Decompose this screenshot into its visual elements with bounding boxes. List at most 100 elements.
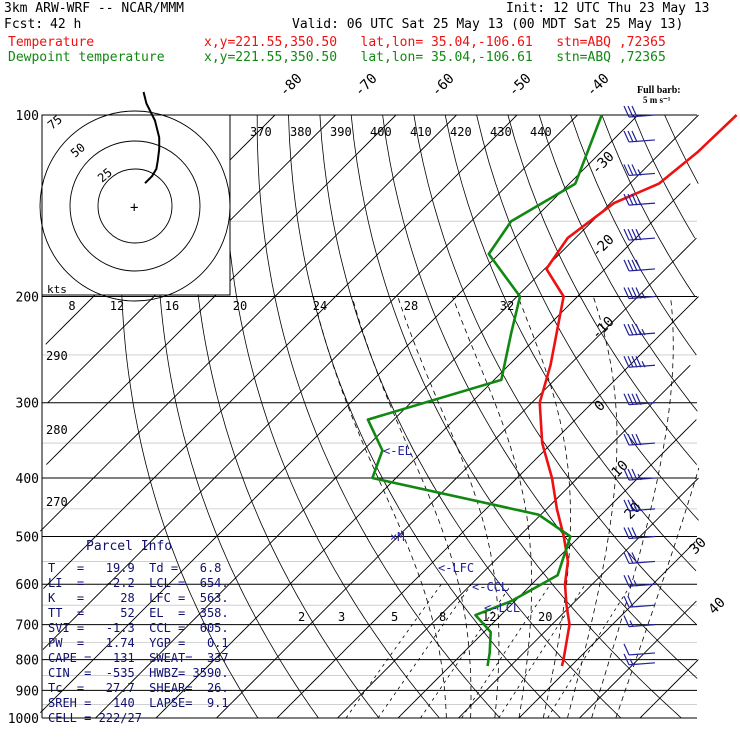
dry-adiabat-line	[664, 114, 699, 184]
isotherm-line	[39, 114, 639, 714]
isentrope-label: 380	[290, 125, 312, 139]
speed-tick-label: 24	[313, 299, 327, 313]
wind-barb	[623, 499, 656, 512]
wind-barb	[623, 393, 656, 406]
isotherm-label: -80	[277, 71, 306, 100]
wind-barb-full	[631, 228, 638, 241]
wind-barb-full	[623, 259, 630, 272]
dewpoint-point-info: x,y=221.55,350.50 lat,lon= 35.04,-106.61…	[204, 50, 666, 65]
parcel-row: CAPE = 131 SWEAT= 337	[48, 651, 229, 665]
wind-barb-full	[623, 323, 630, 336]
wind-barb-full	[635, 393, 642, 405]
hodograph-ring	[97, 168, 173, 244]
wind-barb-half	[637, 473, 642, 481]
isentrope-label: 420	[450, 125, 472, 139]
speed-tick-label: 20	[233, 299, 247, 313]
hodograph-ring	[39, 110, 231, 302]
moist-adiabat-line	[517, 296, 571, 719]
wind-barb-full	[631, 287, 638, 299]
isentrope-label: 440	[530, 125, 552, 139]
isentrope-label: 270	[46, 495, 68, 509]
init-time: Init: 12 UTC Thu 23 May 13	[506, 1, 710, 16]
mixing-ratio-label: 2	[298, 610, 305, 624]
wind-barb-full	[635, 228, 642, 241]
isotherm-line	[39, 114, 457, 532]
wind-barb-full	[627, 130, 634, 143]
isentrope-label: 430	[490, 125, 512, 139]
parcel-row: LI = -2.2 LCL = 654.	[48, 576, 229, 590]
parcel-row: CELL = 222/27	[48, 711, 142, 725]
mixing-ratio-line	[345, 583, 442, 719]
dry-adiabat-line	[191, 114, 380, 719]
hodograph-speed-axis-label: kts	[47, 283, 67, 296]
pressure-tick-label: 200	[16, 291, 39, 306]
sounding-annotation: <-LCL	[484, 601, 520, 615]
parcel-info-title: Parcel Info	[86, 539, 173, 554]
mixing-ratio-label: 8	[439, 610, 446, 624]
sounding-annotation: <-CCL	[472, 580, 508, 594]
isotherm-line	[397, 419, 697, 719]
wind-legend-unit: 5 m s⁻¹	[643, 95, 671, 105]
parcel-row: CIN = -535 HWBZ= 3590.	[48, 666, 229, 680]
wind-barb-full	[627, 105, 634, 118]
parcel-row: SREH = 140 LAPSE= 9.1	[48, 696, 229, 710]
temperature-profile	[538, 114, 738, 667]
hodograph-ring	[69, 140, 201, 272]
isotherm-line	[337, 364, 691, 719]
wind-barb-full	[627, 228, 634, 241]
isotherm-label: -70	[352, 71, 381, 100]
wind-barb-full	[631, 527, 638, 539]
wind-barb-full	[627, 355, 634, 368]
isotherm-line	[518, 541, 696, 719]
mixing-ratio-line	[547, 583, 632, 719]
dewpoint-legend: Dewpoint temperature	[8, 50, 165, 65]
wind-barb-full	[623, 468, 630, 481]
isotherm-line	[155, 183, 691, 719]
forecast-label: Fcst:	[4, 17, 44, 32]
wind-barb	[623, 574, 656, 587]
moist-adiabat-line	[591, 296, 674, 719]
isotherm-line	[47, 114, 336, 404]
parcel-row: TT = 52 EL = 358.	[48, 606, 229, 620]
mixing-ratio-line	[420, 583, 512, 719]
wind-barb-full	[623, 433, 630, 446]
pressure-tick-label: 800	[16, 654, 39, 669]
wind-barb-half	[641, 360, 646, 368]
mixing-ratio-label: 5	[391, 610, 398, 624]
isentrope-label: 410	[410, 125, 432, 139]
isotherm-line	[42, 114, 578, 650]
dry-adiabat-line	[350, 114, 682, 719]
speed-tick-label: 12	[110, 299, 124, 313]
wind-barb-half	[637, 504, 642, 512]
dry-adiabat-line	[601, 114, 696, 297]
wind-legend-title: Full barb:	[637, 85, 681, 96]
dry-adiabat-line	[538, 114, 698, 412]
wind-barb	[623, 552, 656, 565]
wind-barb-full	[635, 323, 642, 336]
wind-barb-half	[637, 169, 642, 176]
isotherm-label: -60	[429, 71, 458, 100]
wind-barb-full	[631, 164, 638, 176]
moist-adiabat-line	[615, 467, 700, 719]
parcel-row: K = 28 LFC = 563.	[48, 591, 229, 605]
isotherm-label: -50	[506, 71, 535, 100]
dry-adiabat-line	[156, 114, 319, 719]
pressure-tick-label: 100	[16, 109, 39, 124]
wind-barb-full	[631, 130, 638, 143]
isotherm-label: 0	[592, 398, 609, 415]
wind-barb	[623, 615, 656, 628]
mixing-ratio-label: 12	[482, 610, 496, 624]
pressure-tick-label: 700	[16, 619, 39, 634]
isotherm-line	[216, 237, 697, 719]
pressure-tick-label: 900	[16, 684, 39, 699]
isotherm-line	[458, 477, 699, 719]
wind-barb-full	[623, 615, 630, 627]
wind-barb-full	[623, 164, 630, 176]
wind-barb-full	[631, 259, 638, 272]
parcel-row: Tc = 27.7 SHEAR= 26.	[48, 681, 229, 695]
sounding-annotation: <-EL	[383, 444, 412, 458]
moist-adiabat-line	[452, 296, 533, 719]
wind-barb-half	[641, 328, 646, 336]
dry-adiabat-line	[444, 114, 697, 572]
parcel-info-panel: Parcel Info T = 19.9 Td = 6.8 LI = -2.2 …	[44, 537, 230, 728]
